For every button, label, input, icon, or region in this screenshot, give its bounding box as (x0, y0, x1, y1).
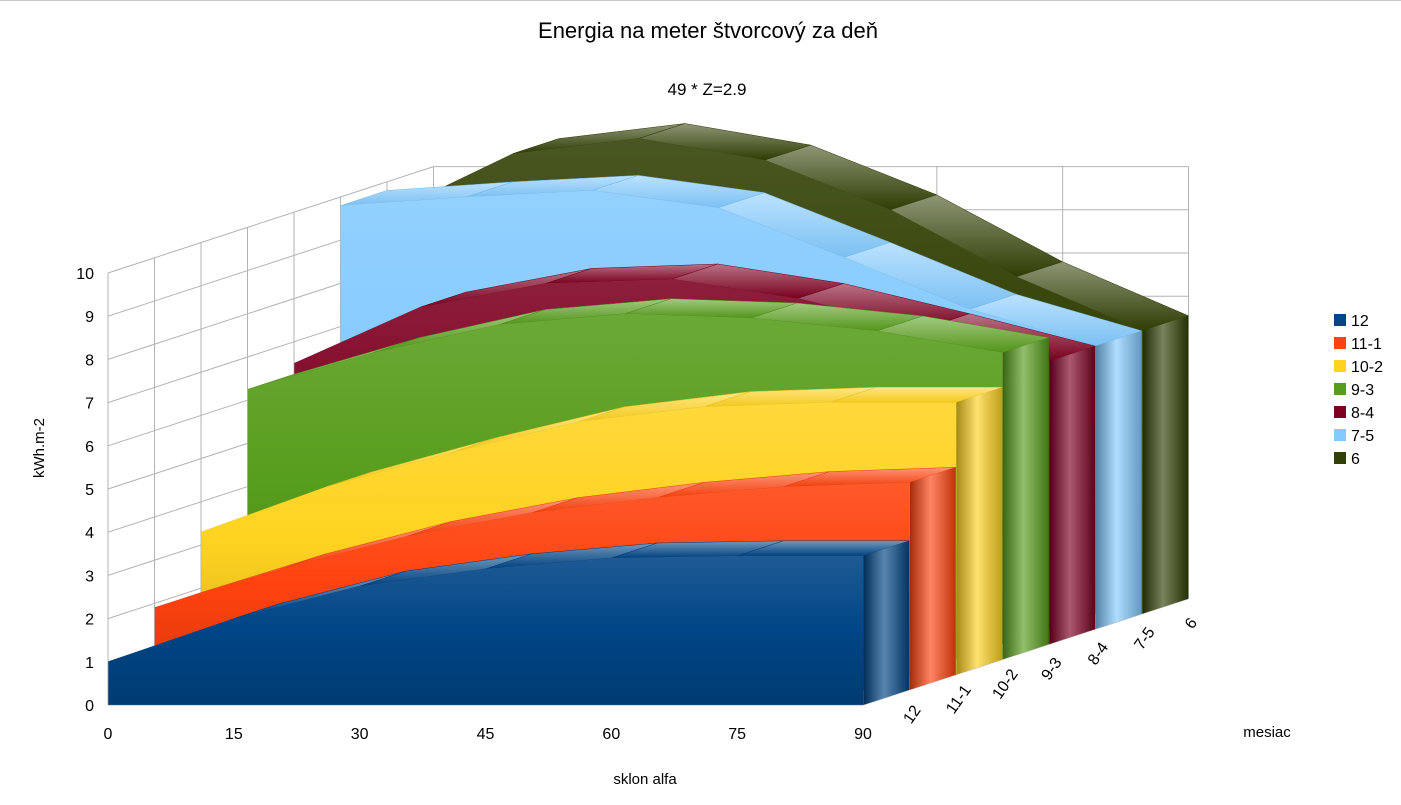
y-tick-label: 10 (76, 266, 94, 283)
legend-label-8-4: 8-4 (1351, 405, 1374, 422)
y-axis-title: kWh.m-2 (31, 418, 48, 478)
series-12-side (863, 540, 910, 705)
legend-swatch-6 (1334, 452, 1346, 464)
series-9-3-side (1002, 337, 1049, 660)
legend-swatch-10-2 (1334, 360, 1346, 372)
legend: 12 11-1 10-2 9-3 8-4 7-5 6 (1334, 313, 1383, 468)
z-tick-label: 12 (900, 703, 924, 727)
legend-swatch-7-5 (1334, 429, 1346, 441)
x-tick-label: 0 (104, 726, 113, 743)
x-tick-label: 90 (854, 726, 872, 743)
z-tick-label: 7-5 (1131, 624, 1158, 653)
y-axis-ticks: 0 1 2 3 4 5 6 7 8 9 10 (76, 266, 94, 715)
x-tick-label: 60 (602, 726, 620, 743)
top-border (0, 0, 1401, 1)
legend-label-6: 6 (1351, 451, 1360, 468)
y-tick-label: 2 (85, 612, 94, 629)
y-tick-label: 5 (85, 482, 94, 499)
x-tick-label: 30 (351, 726, 369, 743)
x-tick-label: 75 (728, 726, 746, 743)
z-tick-label: 9-3 (1038, 655, 1065, 684)
series-7-5-side (1095, 330, 1142, 629)
y-tick-label: 1 (85, 655, 94, 672)
series-10-2-side (956, 387, 1003, 675)
legend-label-11-1: 11-1 (1351, 336, 1382, 353)
series-11-1-side (909, 467, 956, 690)
z-tick-label: 10-2 (989, 666, 1021, 702)
z-tick-label: 11-1 (943, 682, 975, 717)
y-tick-label: 8 (85, 352, 94, 369)
legend-label-12: 12 (1351, 313, 1369, 330)
chart-title: Energia na meter štvorcový za deň (538, 18, 878, 43)
z-axis-title: mesiac (1243, 724, 1291, 741)
x-axis-title: sklon alfa (613, 771, 677, 788)
series-areas (108, 123, 1190, 705)
z-tick-label: 6 (1182, 615, 1201, 632)
legend-swatch-8-4 (1334, 406, 1346, 418)
y-tick-label: 0 (85, 698, 94, 715)
y-tick-label: 4 (85, 525, 94, 542)
chart-subtitle: 49 * Z=2.9 (668, 80, 747, 99)
x-axis-ticks: 0 15 30 45 60 75 90 (104, 726, 872, 743)
series-12 (108, 540, 910, 705)
legend-swatch-9-3 (1334, 383, 1346, 395)
y-tick-label: 3 (85, 568, 94, 585)
x-tick-label: 15 (225, 726, 243, 743)
z-tick-label: 8-4 (1085, 640, 1112, 669)
gridline-left-h (107, 166, 434, 274)
legend-swatch-12 (1334, 314, 1346, 326)
legend-swatch-11-1 (1334, 337, 1346, 349)
legend-label-10-2: 10-2 (1351, 359, 1383, 376)
series-8-4-side (1049, 346, 1096, 645)
y-tick-label: 7 (85, 396, 94, 413)
series-6-side (1142, 315, 1189, 614)
y-tick-label: 6 (85, 439, 94, 456)
y-tick-label: 9 (85, 309, 94, 326)
legend-label-7-5: 7-5 (1351, 428, 1374, 445)
legend-label-9-3: 9-3 (1351, 382, 1374, 399)
x-tick-label: 45 (477, 726, 495, 743)
series-12-front (108, 555, 864, 705)
